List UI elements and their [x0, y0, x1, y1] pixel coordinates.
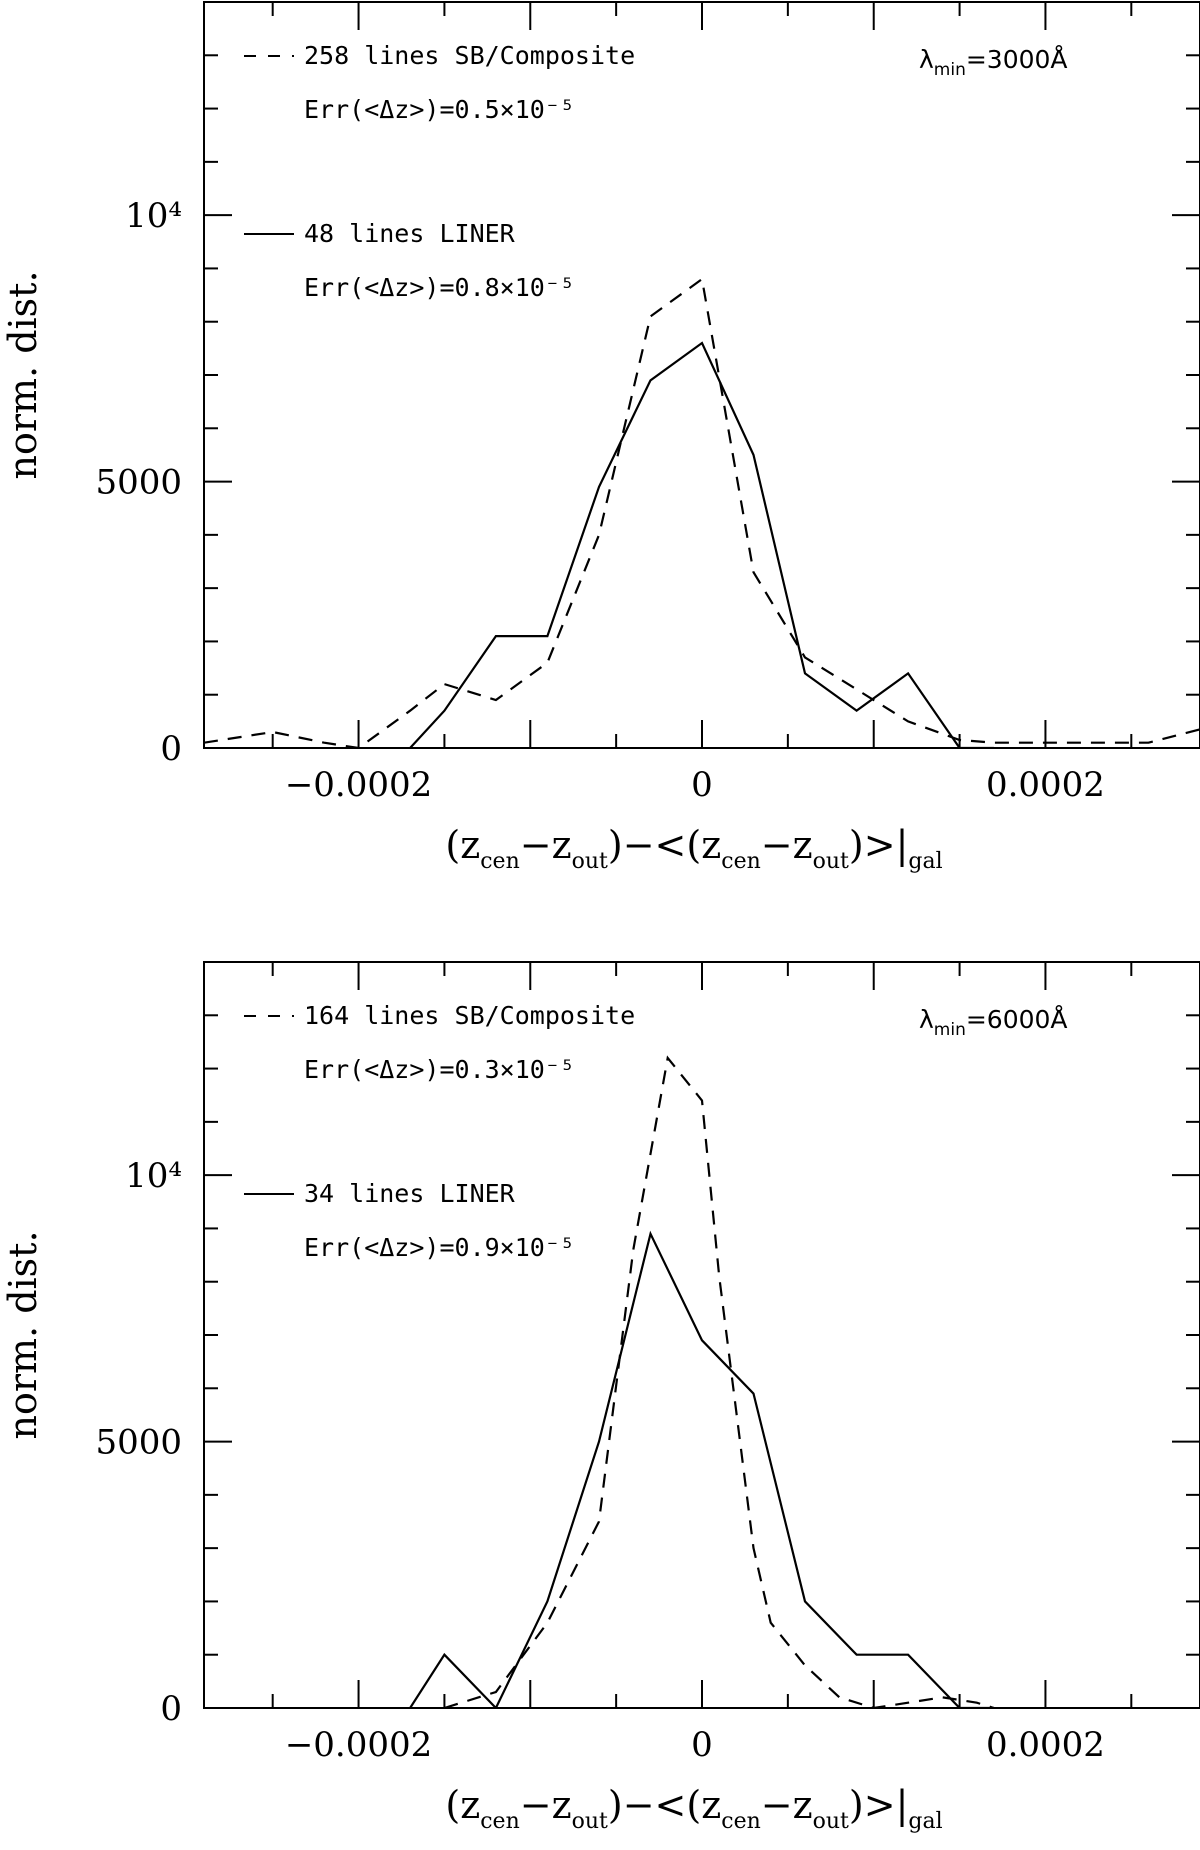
- lambda-min-annotation: λmin=6000Å: [919, 1005, 1068, 1040]
- series-line-sb-composite: [204, 277, 1200, 748]
- y-tick-label: 0: [160, 729, 182, 769]
- x-tick-label: 0: [691, 765, 713, 805]
- legend-series-error: Err(<Δz>)=0.3×10⁻⁵: [304, 1055, 575, 1084]
- series-line-sb-composite: [444, 1055, 995, 1708]
- legend-series-name: 34 lines LINER: [304, 1179, 516, 1208]
- x-axis-label: (zcen−zout)−<(zcen−zout)>|gal: [445, 823, 942, 874]
- y-tick-label: 10⁴: [125, 196, 182, 236]
- series-line-liner: [409, 1230, 994, 1708]
- x-tick-label: −0.0002: [285, 765, 432, 805]
- lambda-min-annotation: λmin=3000Å: [919, 45, 1068, 80]
- x-axis-label: (zcen−zout)−<(zcen−zout)>|gal: [445, 1783, 942, 1834]
- x-tick-label: 0: [691, 1725, 713, 1765]
- legend-series-error: Err(<Δz>)=0.5×10⁻⁵: [304, 95, 575, 124]
- x-tick-label: 0.0002: [986, 765, 1105, 805]
- legend-series-name: 48 lines LINER: [304, 219, 516, 248]
- legend-series-error: Err(<Δz>)=0.9×10⁻⁵: [304, 1233, 575, 1262]
- x-tick-label: −0.0002: [285, 1725, 432, 1765]
- legend-series-error: Err(<Δz>)=0.8×10⁻⁵: [304, 273, 575, 302]
- y-axis-label: norm. dist.: [1, 1230, 45, 1439]
- y-tick-label: 5000: [95, 1423, 182, 1463]
- chart-panel-top: 0 5000 10⁴ −0.0002 0 0.0002 norm. dist. (zcen−z…: [1, 1, 1200, 874]
- series-line-liner: [409, 341, 994, 748]
- y-axis-label: norm. dist.: [1, 270, 45, 479]
- x-tick-label: 0.0002: [986, 1725, 1105, 1765]
- chart-panel-bottom: 0 5000 10⁴ −0.0002 0 0.0002 norm. dist. (zcen−z…: [1, 961, 1200, 1834]
- y-tick-label: 5000: [95, 463, 182, 503]
- legend-series-name: 164 lines SB/Composite: [304, 1001, 635, 1030]
- y-tick-label: 0: [160, 1689, 182, 1729]
- legend-series-name: 258 lines SB/Composite: [304, 41, 635, 70]
- y-tick-label: 10⁴: [125, 1156, 182, 1196]
